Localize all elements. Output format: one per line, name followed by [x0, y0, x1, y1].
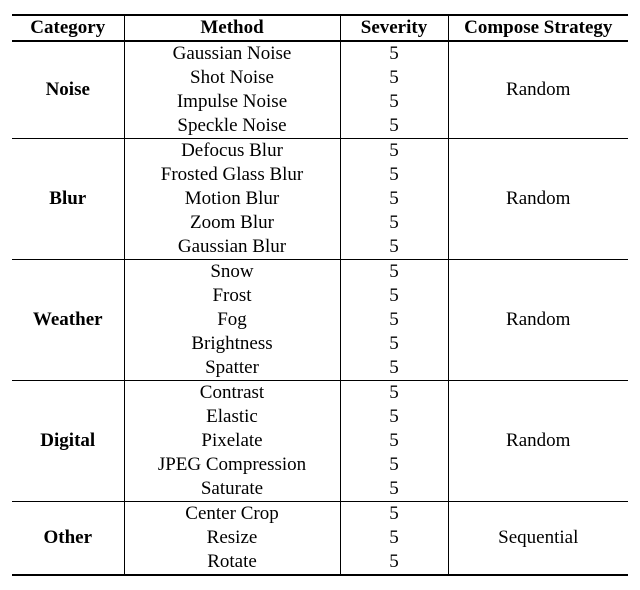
method-cell: Snow	[124, 260, 340, 285]
severity-cell: 5	[340, 356, 448, 381]
method-cell: Speckle Noise	[124, 114, 340, 139]
strategy-cell: Random	[448, 381, 628, 502]
table-row: Digital Contrast 5 Random	[12, 381, 628, 406]
severity-cell: 5	[340, 187, 448, 211]
severity-cell: 5	[340, 139, 448, 164]
method-cell: Gaussian Blur	[124, 235, 340, 260]
category-cell: Blur	[12, 139, 124, 260]
severity-cell: 5	[340, 284, 448, 308]
severity-cell: 5	[340, 502, 448, 527]
category-cell: Digital	[12, 381, 124, 502]
method-cell: Saturate	[124, 477, 340, 502]
method-cell: Elastic	[124, 405, 340, 429]
method-cell: Pixelate	[124, 429, 340, 453]
strategy-cell: Sequential	[448, 502, 628, 576]
severity-cell: 5	[340, 332, 448, 356]
method-cell: Defocus Blur	[124, 139, 340, 164]
table-body: Noise Gaussian Noise 5 Random Shot Noise…	[12, 41, 628, 575]
method-cell: Resize	[124, 526, 340, 550]
method-cell: Gaussian Noise	[124, 41, 340, 66]
severity-cell: 5	[340, 235, 448, 260]
severity-cell: 5	[340, 381, 448, 406]
table-row: Other Center Crop 5 Sequential	[12, 502, 628, 527]
severity-cell: 5	[340, 453, 448, 477]
header-method: Method	[124, 15, 340, 41]
method-cell: Motion Blur	[124, 187, 340, 211]
severity-cell: 5	[340, 114, 448, 139]
table-row: Weather Snow 5 Random	[12, 260, 628, 285]
method-cell: Frost	[124, 284, 340, 308]
strategy-cell: Random	[448, 260, 628, 381]
method-cell: Center Crop	[124, 502, 340, 527]
method-cell: Fog	[124, 308, 340, 332]
severity-cell: 5	[340, 211, 448, 235]
category-cell: Noise	[12, 41, 124, 139]
severity-cell: 5	[340, 260, 448, 285]
method-cell: Zoom Blur	[124, 211, 340, 235]
table-row: Blur Defocus Blur 5 Random	[12, 139, 628, 164]
header-strategy: Compose Strategy	[448, 15, 628, 41]
severity-cell: 5	[340, 90, 448, 114]
method-cell: Spatter	[124, 356, 340, 381]
header-category: Category	[12, 15, 124, 41]
severity-cell: 5	[340, 163, 448, 187]
header-severity: Severity	[340, 15, 448, 41]
strategy-cell: Random	[448, 41, 628, 139]
severity-cell: 5	[340, 550, 448, 575]
header-row: Category Method Severity Compose Strateg…	[12, 15, 628, 41]
category-cell: Other	[12, 502, 124, 576]
severity-cell: 5	[340, 429, 448, 453]
category-cell: Weather	[12, 260, 124, 381]
method-cell: JPEG Compression	[124, 453, 340, 477]
table-row: Noise Gaussian Noise 5 Random	[12, 41, 628, 66]
method-cell: Contrast	[124, 381, 340, 406]
severity-cell: 5	[340, 526, 448, 550]
method-cell: Frosted Glass Blur	[124, 163, 340, 187]
method-cell: Brightness	[124, 332, 340, 356]
severity-cell: 5	[340, 66, 448, 90]
severity-cell: 5	[340, 477, 448, 502]
corruption-table: Category Method Severity Compose Strateg…	[12, 14, 628, 576]
method-cell: Impulse Noise	[124, 90, 340, 114]
severity-cell: 5	[340, 405, 448, 429]
severity-cell: 5	[340, 308, 448, 332]
method-cell: Rotate	[124, 550, 340, 575]
severity-cell: 5	[340, 41, 448, 66]
method-cell: Shot Noise	[124, 66, 340, 90]
strategy-cell: Random	[448, 139, 628, 260]
